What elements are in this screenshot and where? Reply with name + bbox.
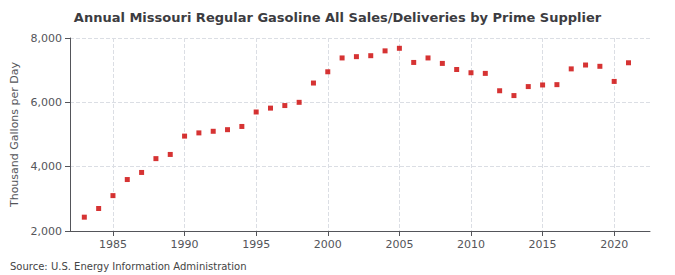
svg-text:8,000: 8,000	[31, 32, 63, 45]
svg-text:Source: U.S. Energy Informatio: Source: U.S. Energy Information Administ…	[10, 261, 247, 272]
svg-text:2000: 2000	[314, 238, 342, 251]
svg-text:Annual Missouri Regular Gasoli: Annual Missouri Regular Gasoline All Sal…	[74, 10, 602, 25]
svg-text:2010: 2010	[457, 238, 485, 251]
svg-text:2005: 2005	[385, 238, 413, 251]
svg-text:6,000: 6,000	[31, 96, 63, 109]
svg-text:2020: 2020	[600, 238, 628, 251]
svg-text:1985: 1985	[99, 238, 127, 251]
svg-text:1990: 1990	[171, 238, 199, 251]
svg-text:1995: 1995	[242, 238, 270, 251]
svg-text:4,000: 4,000	[31, 160, 63, 173]
svg-text:Thousand Gallons per Day: Thousand Gallons per Day	[8, 61, 21, 208]
svg-text:2015: 2015	[529, 238, 557, 251]
svg-text:2,000: 2,000	[31, 225, 63, 238]
